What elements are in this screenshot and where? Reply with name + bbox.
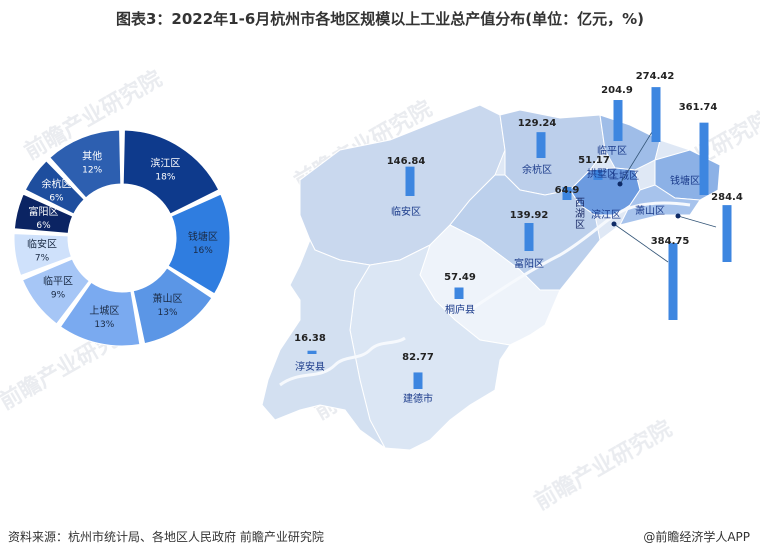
donut-slice-2 <box>132 267 213 345</box>
donut-slice-4 <box>21 258 90 325</box>
map-point-xiaoshan <box>675 213 681 219</box>
map-region-label-0: 临安区 <box>391 205 421 218</box>
map-bar-value-8: 284.4 <box>711 192 743 203</box>
map-region-label-5-0: 西 <box>575 198 585 209</box>
donut-slice-label-4: 临平区 <box>43 275 73 288</box>
map-bar-0 <box>405 166 415 196</box>
donut-slice-label-0: 滨江区 <box>150 157 180 170</box>
map-point-shangcheng <box>617 181 623 187</box>
donut-slice-value-6: 6% <box>36 221 51 231</box>
leader-line-xiaoshan <box>677 215 717 228</box>
map-bar-7 <box>699 122 709 195</box>
watermark-6: 前瞻产业研究院 <box>530 416 676 516</box>
donut-slice-value-8: 12% <box>82 166 102 176</box>
map-region-label-5-1: 湖 <box>575 208 585 220</box>
map-region-label-6: 滨江区 <box>591 208 621 221</box>
map-region-label-7: 钱塘区 <box>670 174 700 187</box>
donut-slice-label-6: 富阳区 <box>29 205 59 218</box>
map-bar-11 <box>307 350 317 354</box>
donut-slice-8 <box>49 129 122 199</box>
donut-slice-value-5: 7% <box>35 254 50 264</box>
map-region-label-8: 萧山区 <box>635 205 665 217</box>
map-region-label-4: 上城区 <box>609 170 639 182</box>
map-bar-6 <box>668 243 678 320</box>
map-bar-value-2: 204.9 <box>601 85 633 96</box>
donut-slice-value-3: 13% <box>94 320 114 330</box>
donut-slice-0 <box>122 129 220 215</box>
leader-line-shangcheng <box>619 131 653 185</box>
map-region-label-3: 拱墅区 <box>587 167 617 180</box>
map-callouts <box>611 131 717 263</box>
map-region-label-9: 富阳区 <box>514 257 544 270</box>
source-note: 资料来源：杭州市统计局、各地区人民政府 前瞻产业研究院 <box>8 530 324 544</box>
donut-chart: 滨江区 18% 钱塘区 16% 萧山区 13% 上城区 13% 临平区 9% 临安区 7% 富阳区 6% 余… <box>13 129 231 347</box>
donut-slice-3 <box>59 281 141 347</box>
donut-slice-7 <box>24 160 85 215</box>
map-bar-value-7: 361.74 <box>679 102 718 113</box>
donut-slice-label-8: 其他 <box>82 150 102 163</box>
donut-slice-6 <box>13 193 74 234</box>
map-bar-value-3: 51.17 <box>578 155 610 166</box>
map-bar-2 <box>613 100 623 141</box>
map-bar-1 <box>536 132 546 158</box>
map-region-label-12: 建德市 <box>403 392 433 405</box>
map-bar-value-6: 384.75 <box>651 236 690 247</box>
map-region-label-11: 淳安县 <box>295 360 325 373</box>
donut-slice-5 <box>13 233 72 277</box>
map-region-label-5-2: 区 <box>575 219 585 231</box>
hangzhou-map <box>261 104 721 451</box>
map-bar-9 <box>524 223 534 251</box>
donut-slice-label-1: 钱塘区 <box>188 230 218 243</box>
donut-slice-1 <box>167 193 231 295</box>
donut-slice-value-2: 13% <box>158 308 178 318</box>
donut-slice-label-5: 临安区 <box>27 238 57 251</box>
map-bar-3 <box>593 169 603 180</box>
donut-slice-label-3: 上城区 <box>89 305 119 317</box>
donut-slice-value-1: 16% <box>193 246 213 256</box>
donut-slice-label-7: 余杭区 <box>41 177 71 190</box>
map-bar-value-11: 16.38 <box>294 333 326 344</box>
map-region-label-1: 余杭区 <box>522 163 552 176</box>
map-bar-12 <box>413 372 423 389</box>
map-bar-4 <box>651 87 661 142</box>
donut-slice-value-4: 9% <box>51 291 66 301</box>
donut-slice-value-7: 6% <box>49 193 64 203</box>
map-bar-value-1: 129.24 <box>518 118 557 129</box>
map-bar-value-5: 64.9 <box>555 185 580 196</box>
map-bar-value-9: 139.92 <box>510 210 549 221</box>
map-bar-value-12: 82.77 <box>402 352 434 363</box>
map-bar-8 <box>722 205 732 262</box>
map-lake <box>279 336 406 387</box>
map-region-label-2: 临平区 <box>597 144 627 157</box>
map-bar-value-0: 146.84 <box>387 156 426 167</box>
map-bar-value-10: 57.49 <box>444 272 476 283</box>
brand-credit: @前瞻经济学人APP <box>643 530 750 544</box>
map-bar-value-4: 274.42 <box>636 71 675 82</box>
map-bar-10 <box>454 287 464 299</box>
donut-slice-label-2: 萧山区 <box>153 293 183 305</box>
map-region-label-10: 桐庐县 <box>445 303 475 316</box>
map-point-binjiang <box>611 221 617 227</box>
leader-line-binjiang <box>613 223 669 263</box>
chart-title: 图表3：2022年1-6月杭州市各地区规模以上工业总产值分布(单位：亿元，%) <box>115 10 645 28</box>
map-river <box>469 201 691 312</box>
map-bar-5 <box>562 187 572 200</box>
donut-slice-value-0: 18% <box>155 173 175 183</box>
map-region-chunan <box>261 238 386 449</box>
